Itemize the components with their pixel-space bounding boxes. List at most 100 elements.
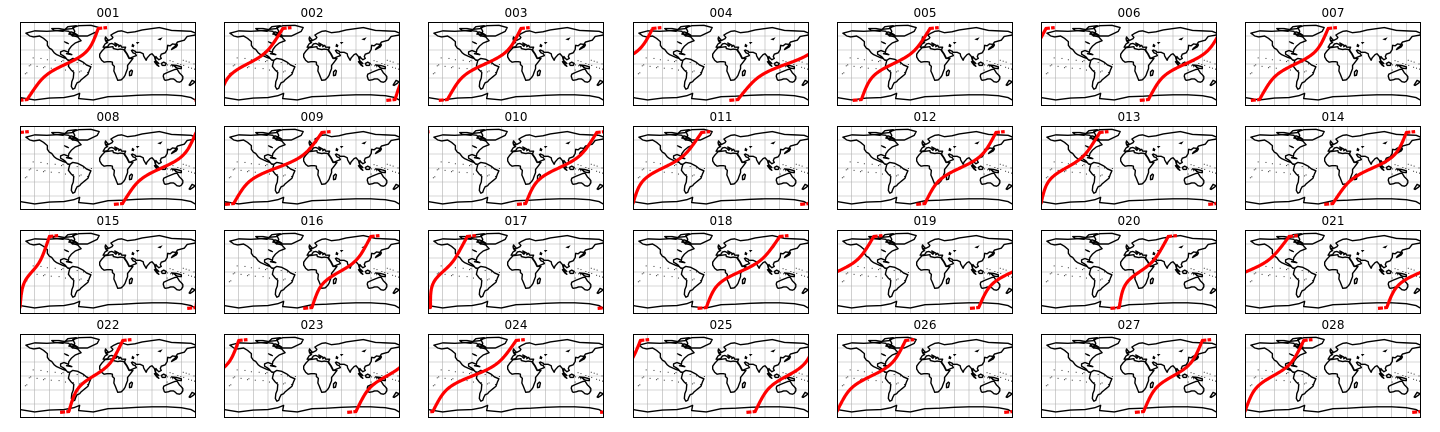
island [248, 66, 250, 68]
island [790, 172, 792, 174]
island [863, 371, 865, 373]
coastline [128, 173, 134, 181]
island [696, 271, 697, 273]
island [1275, 171, 1277, 173]
coastline [271, 161, 296, 194]
island [185, 164, 187, 166]
coastline [1276, 337, 1302, 345]
coastline [1413, 183, 1421, 191]
island [641, 169, 643, 171]
island [1045, 281, 1047, 283]
island [588, 168, 590, 169]
island [469, 373, 470, 375]
island [167, 376, 169, 378]
island [1101, 382, 1103, 384]
island [44, 66, 46, 68]
island [183, 272, 185, 274]
coastline [1353, 69, 1359, 77]
island [280, 62, 282, 64]
island [602, 380, 603, 382]
satellite-track [224, 339, 241, 370]
island [577, 60, 579, 62]
island [86, 279, 88, 281]
satellite-track [1041, 131, 1102, 205]
island [1392, 376, 1394, 378]
island [782, 164, 784, 166]
island [434, 384, 436, 386]
world-map [1245, 230, 1421, 314]
lake [267, 145, 274, 149]
island [1047, 72, 1049, 74]
island [1008, 379, 1010, 381]
island [458, 171, 460, 173]
satellite-track-end [928, 26, 939, 31]
coastline [684, 24, 713, 37]
island [989, 61, 991, 63]
coastline [255, 337, 281, 345]
island [232, 169, 234, 171]
island [476, 61, 478, 63]
island [1271, 163, 1273, 165]
island [1261, 377, 1263, 379]
island [1104, 271, 1105, 273]
island [268, 173, 270, 175]
lake [1152, 355, 1156, 360]
island [172, 66, 173, 68]
island [999, 371, 1001, 373]
island [262, 380, 264, 382]
coastline [970, 372, 977, 380]
coastline [1181, 373, 1188, 379]
island [386, 163, 388, 165]
island [1287, 164, 1289, 166]
panel-title: 016 [300, 214, 324, 228]
island [1265, 57, 1267, 59]
island [76, 270, 78, 272]
island [845, 65, 847, 67]
island [440, 161, 442, 163]
lake [1152, 251, 1156, 256]
island [1311, 175, 1313, 177]
island [487, 71, 489, 73]
coastline [1329, 140, 1335, 146]
island [1097, 270, 1099, 272]
island [234, 272, 236, 274]
island [1198, 380, 1200, 382]
satellite-track-end [516, 201, 527, 206]
island [1397, 61, 1399, 63]
coastline [1327, 338, 1421, 377]
coastline [1276, 233, 1302, 241]
island [896, 175, 898, 177]
island [494, 279, 496, 281]
island [487, 383, 489, 385]
coastline [1088, 369, 1113, 402]
island [641, 65, 643, 67]
island [885, 165, 887, 167]
coastline [357, 372, 364, 380]
island [494, 71, 496, 73]
island [80, 174, 82, 176]
island [183, 168, 185, 170]
island [1287, 372, 1289, 374]
island [452, 274, 454, 276]
island [373, 372, 375, 374]
coastline [882, 261, 890, 264]
island [1413, 269, 1415, 271]
panel-title: 024 [504, 318, 528, 332]
island [444, 273, 446, 275]
island [1083, 372, 1085, 374]
satellite-track [860, 27, 932, 101]
island [667, 371, 669, 373]
island [1005, 269, 1007, 271]
island [370, 277, 372, 279]
coastline [987, 146, 996, 155]
world-map [20, 334, 196, 418]
island [1209, 378, 1211, 380]
island [487, 175, 489, 177]
island [26, 384, 28, 386]
island [1008, 171, 1010, 173]
island [268, 381, 270, 383]
island [392, 165, 394, 167]
lake [1356, 147, 1360, 152]
coastline [170, 250, 179, 259]
lake [770, 37, 776, 41]
